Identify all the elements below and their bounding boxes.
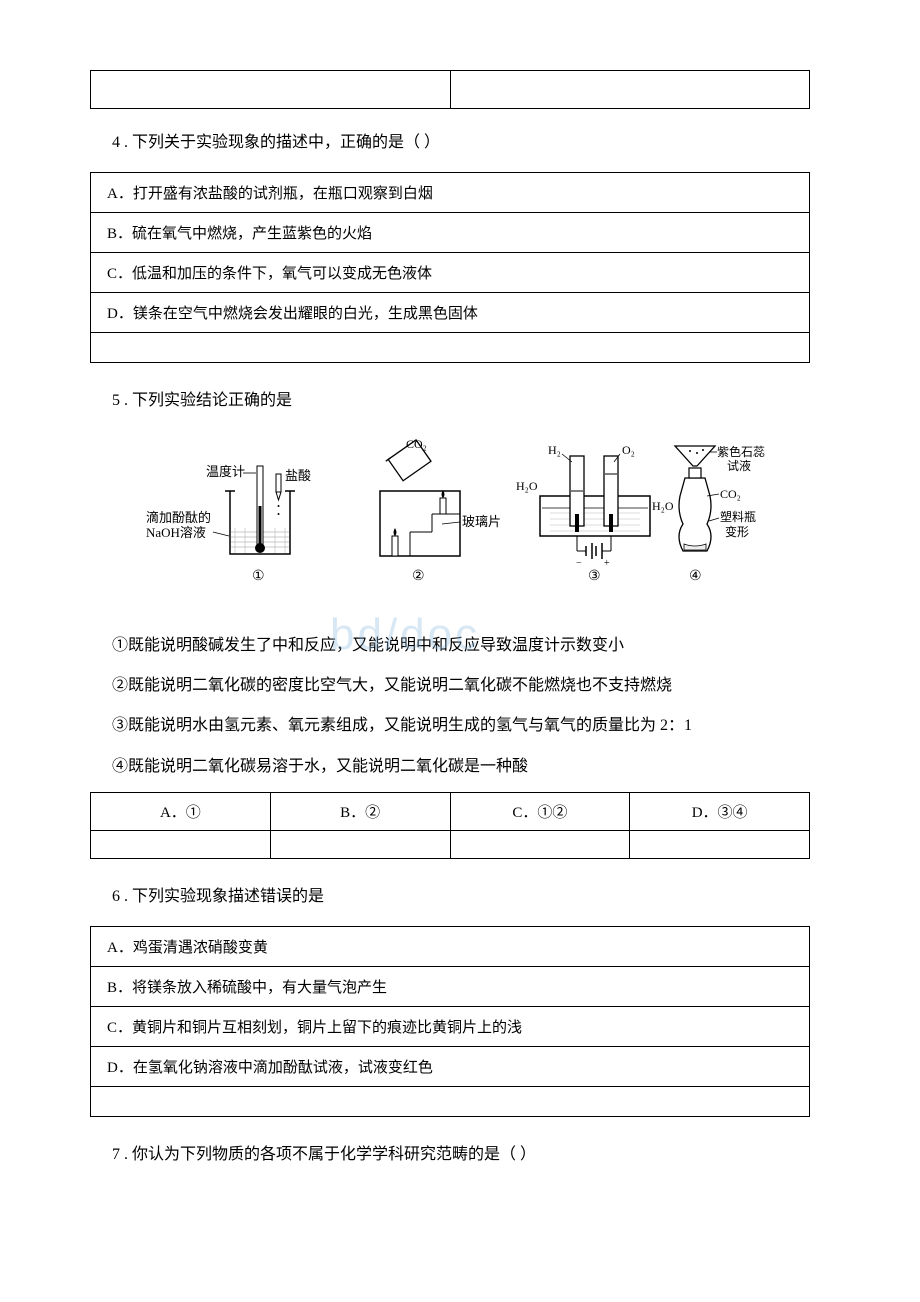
label-hcl: 盐酸	[285, 468, 311, 483]
label-phenol2: NaOH溶液	[146, 525, 206, 540]
empty-cell	[91, 1086, 810, 1116]
label-co2: CO₂	[406, 437, 427, 451]
q4-option-b: B．硫在氧气中燃烧，产生蓝紫色的火焰	[91, 212, 810, 252]
q6-option-c: C．黄铜片和铜片互相刻划，铜片上留下的痕迹比黄铜片上的浅	[91, 1006, 810, 1046]
label-h2: H₂	[548, 443, 561, 457]
label-thermo: 温度计	[206, 464, 245, 479]
label-bottle1: 塑料瓶	[720, 509, 756, 524]
q6-option-d: D．在氢氧化钠溶液中滴加酚酞试液，试液变红色	[91, 1046, 810, 1086]
q5-prompt: 5 . 下列实验结论正确的是	[80, 387, 820, 416]
empty-cell	[91, 332, 810, 362]
svg-text:−: −	[576, 558, 582, 569]
q4-option-c: C．低温和加压的条件下，氧气可以变成无色液体	[91, 252, 810, 292]
panel-1-num: ①	[252, 569, 265, 584]
q5-answer-d: D．③④	[630, 793, 810, 831]
q5-answer-a: A．①	[91, 793, 271, 831]
q6-prompt: 6 . 下列实验现象描述错误的是	[80, 883, 820, 912]
q3-trailing-table	[90, 70, 810, 109]
empty-cell	[91, 831, 271, 859]
q5-statement-2: ②既能说明二氧化碳的密度比空气大，又能说明二氧化碳不能燃烧也不支持燃烧	[80, 671, 820, 701]
q5-statement-3: ③既能说明水由氢元素、氧元素组成，又能说明生成的氢气与氧气的质量比为 2：1	[80, 711, 820, 741]
q6-option-b: B．将镁条放入稀硫酸中，有大量气泡产生	[91, 966, 810, 1006]
panel-3: − + H₂ O₂ H₂O H₂O ③	[516, 443, 674, 584]
q7-prompt: 7 . 你认为下列物质的各项不属于化学学科研究范畴的是（ ）	[80, 1141, 820, 1170]
q6-options-table: A．鸡蛋清遇浓硝酸变黄 B．将镁条放入稀硫酸中，有大量气泡产生 C．黄铜片和铜片…	[90, 926, 810, 1117]
label-bottle2: 变形	[725, 524, 749, 539]
panel-1: 温度计 盐酸 滴加酚酞的 NaOH溶液 ①	[146, 464, 311, 584]
label-o2: O₂	[622, 443, 635, 457]
q5-experiments-svg: 温度计 盐酸 滴加酚酞的 NaOH溶液 ①	[130, 436, 770, 606]
label-h2o-right: H₂O	[652, 499, 674, 513]
empty-cell	[450, 831, 630, 859]
label-phenol1: 滴加酚酞的	[146, 510, 211, 525]
page-content: 4 . 下列关于实验现象的描述中，正确的是（ ） A．打开盛有浓盐酸的试剂瓶，在…	[0, 70, 920, 1170]
empty-cell	[450, 71, 810, 109]
q5-statement-1: ①既能说明酸碱发生了中和反应，又能说明中和反应导致温度计示数变小	[80, 631, 820, 661]
label-h2o-left: H₂O	[516, 479, 538, 493]
panel-2: CO₂ 玻璃片 ②	[380, 437, 501, 584]
label-litmus2: 试液	[727, 458, 751, 473]
panel-2-num: ②	[412, 569, 425, 584]
q5-statement-4: ④既能说明二氧化碳易溶于水，又能说明二氧化碳是一种酸	[80, 752, 820, 782]
q6-option-a: A．鸡蛋清遇浓硝酸变黄	[91, 926, 810, 966]
q4-option-a: A．打开盛有浓盐酸的试剂瓶，在瓶口观察到白烟	[91, 172, 810, 212]
q4-prompt: 4 . 下列关于实验现象的描述中，正确的是（ ）	[80, 129, 820, 158]
label-glass: 玻璃片	[462, 514, 501, 529]
q5-figure: 温度计 盐酸 滴加酚酞的 NaOH溶液 ①	[80, 436, 820, 611]
panel-3-num: ③	[588, 569, 601, 584]
q4-option-d: D．镁条在空气中燃烧会发出耀眼的白光，生成黑色固体	[91, 292, 810, 332]
panel-4: 紫色石蕊 试液 CO₂ 塑料瓶 变形 ④	[675, 445, 765, 584]
label-co2-4: CO₂	[720, 487, 741, 501]
q5-answer-c: C．①②	[450, 793, 630, 831]
panel-4-num: ④	[689, 569, 702, 584]
empty-cell	[630, 831, 810, 859]
empty-cell	[270, 831, 450, 859]
svg-text:+: +	[604, 558, 610, 569]
q5-answers-table: A．① B．② C．①② D．③④	[90, 792, 810, 859]
q5-answer-b: B．②	[270, 793, 450, 831]
label-litmus1: 紫色石蕊	[717, 445, 765, 459]
q4-options-table: A．打开盛有浓盐酸的试剂瓶，在瓶口观察到白烟 B．硫在氧气中燃烧，产生蓝紫色的火…	[90, 172, 810, 363]
empty-cell	[91, 71, 451, 109]
